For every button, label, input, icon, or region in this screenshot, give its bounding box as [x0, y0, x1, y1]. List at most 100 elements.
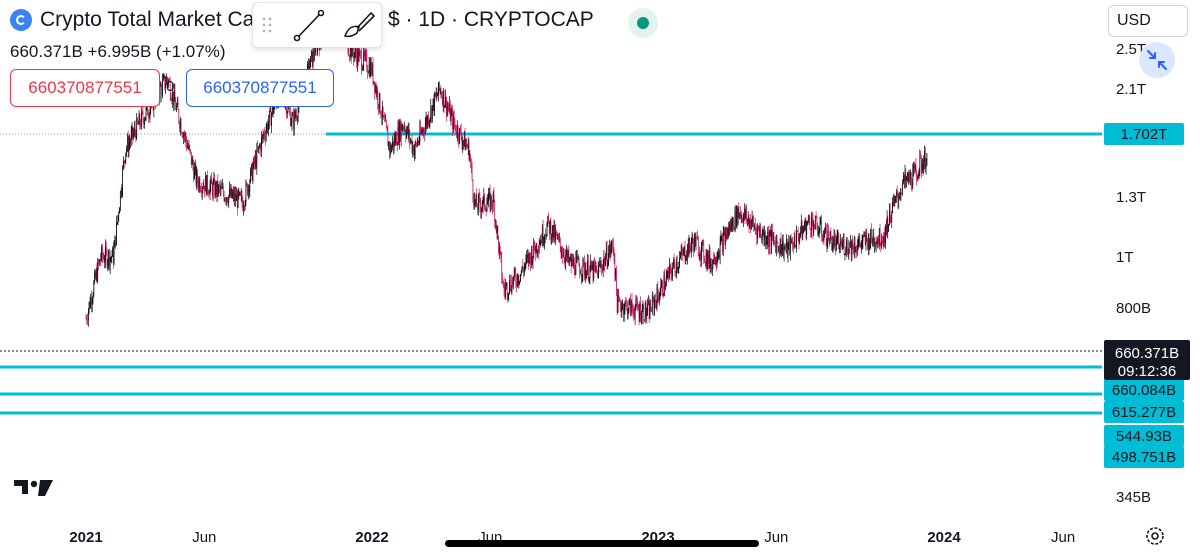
- candle-body: [565, 255, 567, 263]
- candle-body: [366, 54, 368, 71]
- drag-handle-icon[interactable]: [262, 17, 272, 33]
- candle-body: [746, 210, 748, 221]
- candle-body: [761, 234, 763, 241]
- candle-body: [910, 172, 912, 185]
- currency-selector[interactable]: USD: [1108, 5, 1188, 37]
- candle-body: [258, 146, 259, 151]
- candle-body: [580, 273, 581, 275]
- candle-body: [866, 235, 868, 240]
- candle-body: [612, 245, 614, 250]
- candle-body: [559, 238, 560, 240]
- candle-body: [390, 145, 392, 152]
- candle-body: [476, 195, 478, 207]
- candle-body: [211, 177, 212, 184]
- trend-line-tool-icon[interactable]: [293, 9, 325, 42]
- candle-body: [530, 256, 531, 265]
- candle-body: [697, 239, 699, 256]
- price-axis-tick: 1.3T: [1116, 189, 1146, 206]
- candle-body: [403, 127, 405, 129]
- candle-body: [781, 250, 783, 254]
- candle-body: [675, 271, 677, 274]
- candle-body: [630, 300, 632, 315]
- candle-body: [237, 190, 239, 208]
- candle-body: [187, 146, 189, 149]
- candle-body: [493, 193, 495, 203]
- price-axis[interactable]: 2.5T 2.1T 1.3T 1T 800B 345B 1.702T 660.084B 615.…: [1104, 41, 1190, 506]
- candle-body: [590, 261, 592, 268]
- candle-body: [225, 198, 226, 201]
- candle-body: [529, 253, 531, 257]
- candle-body: [740, 214, 741, 217]
- candle-body: [600, 264, 602, 267]
- candle-body: [469, 156, 471, 160]
- level-price-label-bg: [1104, 401, 1184, 423]
- candle-body: [916, 171, 918, 179]
- candle-body: [193, 166, 194, 180]
- candle-body: [707, 252, 709, 267]
- settings-gear-icon[interactable]: [1146, 527, 1164, 545]
- candle-body: [119, 191, 121, 209]
- candle-body: [696, 237, 698, 238]
- candle-body: [167, 79, 169, 84]
- candle-body: [503, 284, 505, 290]
- candle-body: [231, 188, 233, 198]
- buy-price-box[interactable]: 660370877551: [186, 69, 334, 107]
- candle-body: [768, 232, 769, 247]
- level-price-label: 498.751B: [1112, 449, 1176, 466]
- symbol-title[interactable]: Crypto Total Market Ca TC, $ · 1D · CRYP…: [10, 8, 594, 32]
- candle-body: [103, 257, 105, 262]
- candle-body: [754, 225, 755, 227]
- candle-body: [467, 141, 469, 148]
- candle-body: [896, 192, 897, 197]
- brush-tool-icon[interactable]: [343, 11, 376, 38]
- candle-body: [407, 126, 409, 137]
- candle-body: [559, 238, 561, 247]
- candle-body: [797, 230, 799, 238]
- candle-body: [835, 239, 836, 250]
- sell-price-box[interactable]: 660370877551: [10, 69, 160, 107]
- candle-body: [907, 173, 909, 182]
- candle-body: [353, 53, 355, 59]
- candle-body: [921, 158, 922, 171]
- candle-body: [690, 244, 692, 251]
- candle-body: [495, 221, 496, 222]
- candle-body: [741, 214, 743, 220]
- candle-body: [463, 140, 464, 143]
- candle-body: [846, 240, 847, 253]
- candle-body: [135, 132, 137, 139]
- candle-body: [396, 145, 398, 146]
- candle-body: [752, 217, 754, 222]
- candle-body: [777, 242, 779, 248]
- candle-body: [234, 193, 236, 202]
- candle-body: [488, 191, 490, 194]
- candle-body: [253, 158, 255, 168]
- candle-body: [226, 197, 227, 201]
- candle-body: [190, 149, 191, 152]
- candle-body: [141, 111, 143, 113]
- candle-body: [360, 53, 362, 69]
- candle-body: [924, 150, 925, 163]
- candle-body: [179, 121, 180, 129]
- candle-body: [655, 301, 657, 308]
- candle-body: [438, 82, 440, 90]
- candle-body: [852, 240, 854, 249]
- candle-body: [218, 185, 219, 195]
- candle-body: [246, 183, 248, 185]
- candle-body: [601, 264, 602, 269]
- candle-body: [911, 184, 913, 186]
- candle-body: [622, 304, 623, 308]
- level-price-label-bg: [1104, 123, 1184, 145]
- market-status-icon[interactable]: [628, 8, 658, 38]
- candle-body: [454, 123, 456, 126]
- candle-body: [389, 142, 390, 152]
- candle-body: [498, 236, 499, 253]
- candle-body: [922, 163, 924, 171]
- horizontal-levels[interactable]: [0, 132, 1102, 415]
- candle-body: [865, 235, 867, 245]
- candle-body: [104, 260, 106, 262]
- candle-body: [403, 127, 404, 129]
- candle-body: [547, 215, 549, 225]
- collapse-button[interactable]: [1139, 42, 1175, 78]
- candle-body: [789, 239, 790, 254]
